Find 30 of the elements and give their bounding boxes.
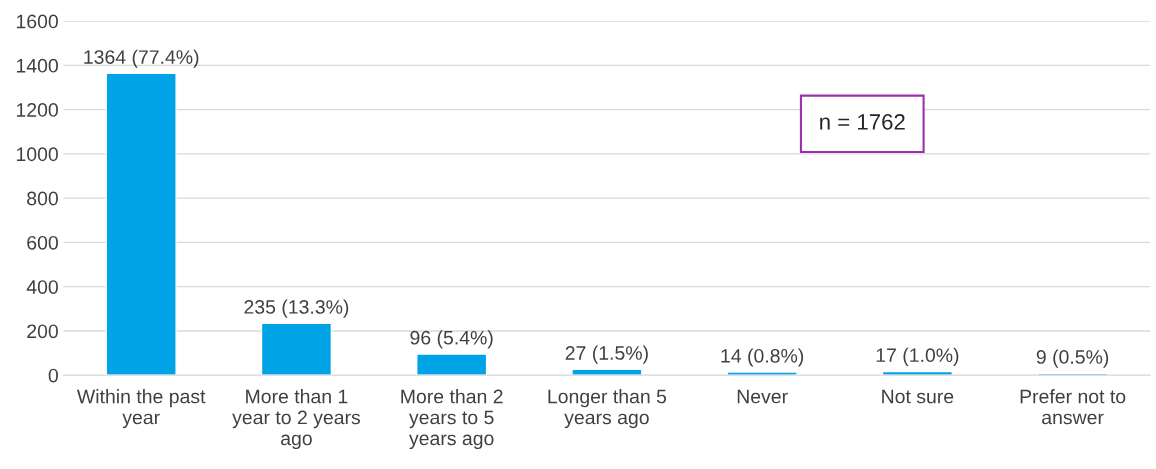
data-label: 17 (1.0%)	[876, 347, 959, 366]
x-tick-label: More than 2 years to 5 years ago	[401, 389, 503, 450]
y-tick-label: 1000	[16, 147, 58, 162]
y-tick-label: 1400	[16, 58, 58, 73]
x-tick-label: Never	[737, 389, 788, 404]
y-tick-label: 400	[26, 280, 58, 294]
y-tick-label: 600	[27, 235, 58, 250]
bar	[881, 370, 953, 376]
x-tick-label: Prefer not to answer	[1020, 389, 1126, 425]
bar	[726, 371, 798, 376]
data-label: 14 (0.8%)	[721, 348, 804, 367]
y-tick-label: 0	[48, 368, 58, 383]
bar	[105, 72, 177, 376]
data-label: 9 (0.5%)	[1036, 349, 1109, 368]
bar	[416, 353, 488, 376]
y-tick-label: 800	[27, 191, 58, 206]
x-tick-label: Within the past year	[76, 389, 206, 429]
x-tick-label: More than 1 year to 2 years ago	[232, 389, 361, 450]
bar	[571, 368, 643, 376]
data-label: 27 (1.5%)	[565, 345, 648, 364]
x-tick-label: Not sure	[882, 389, 954, 404]
data-label: 1364 (77.4%)	[84, 49, 199, 68]
x-tick-label: Longer than 5 years ago	[548, 389, 667, 429]
data-label: 235 (13.3%)	[244, 299, 349, 318]
y-tick-label: 200	[27, 324, 58, 339]
data-label: 96 (5.4%)	[410, 330, 493, 349]
bar	[260, 322, 333, 376]
annotation: n = 1762	[820, 114, 905, 130]
y-tick-label: 1200	[16, 103, 58, 117]
y-tick-label: 1600	[16, 14, 58, 29]
